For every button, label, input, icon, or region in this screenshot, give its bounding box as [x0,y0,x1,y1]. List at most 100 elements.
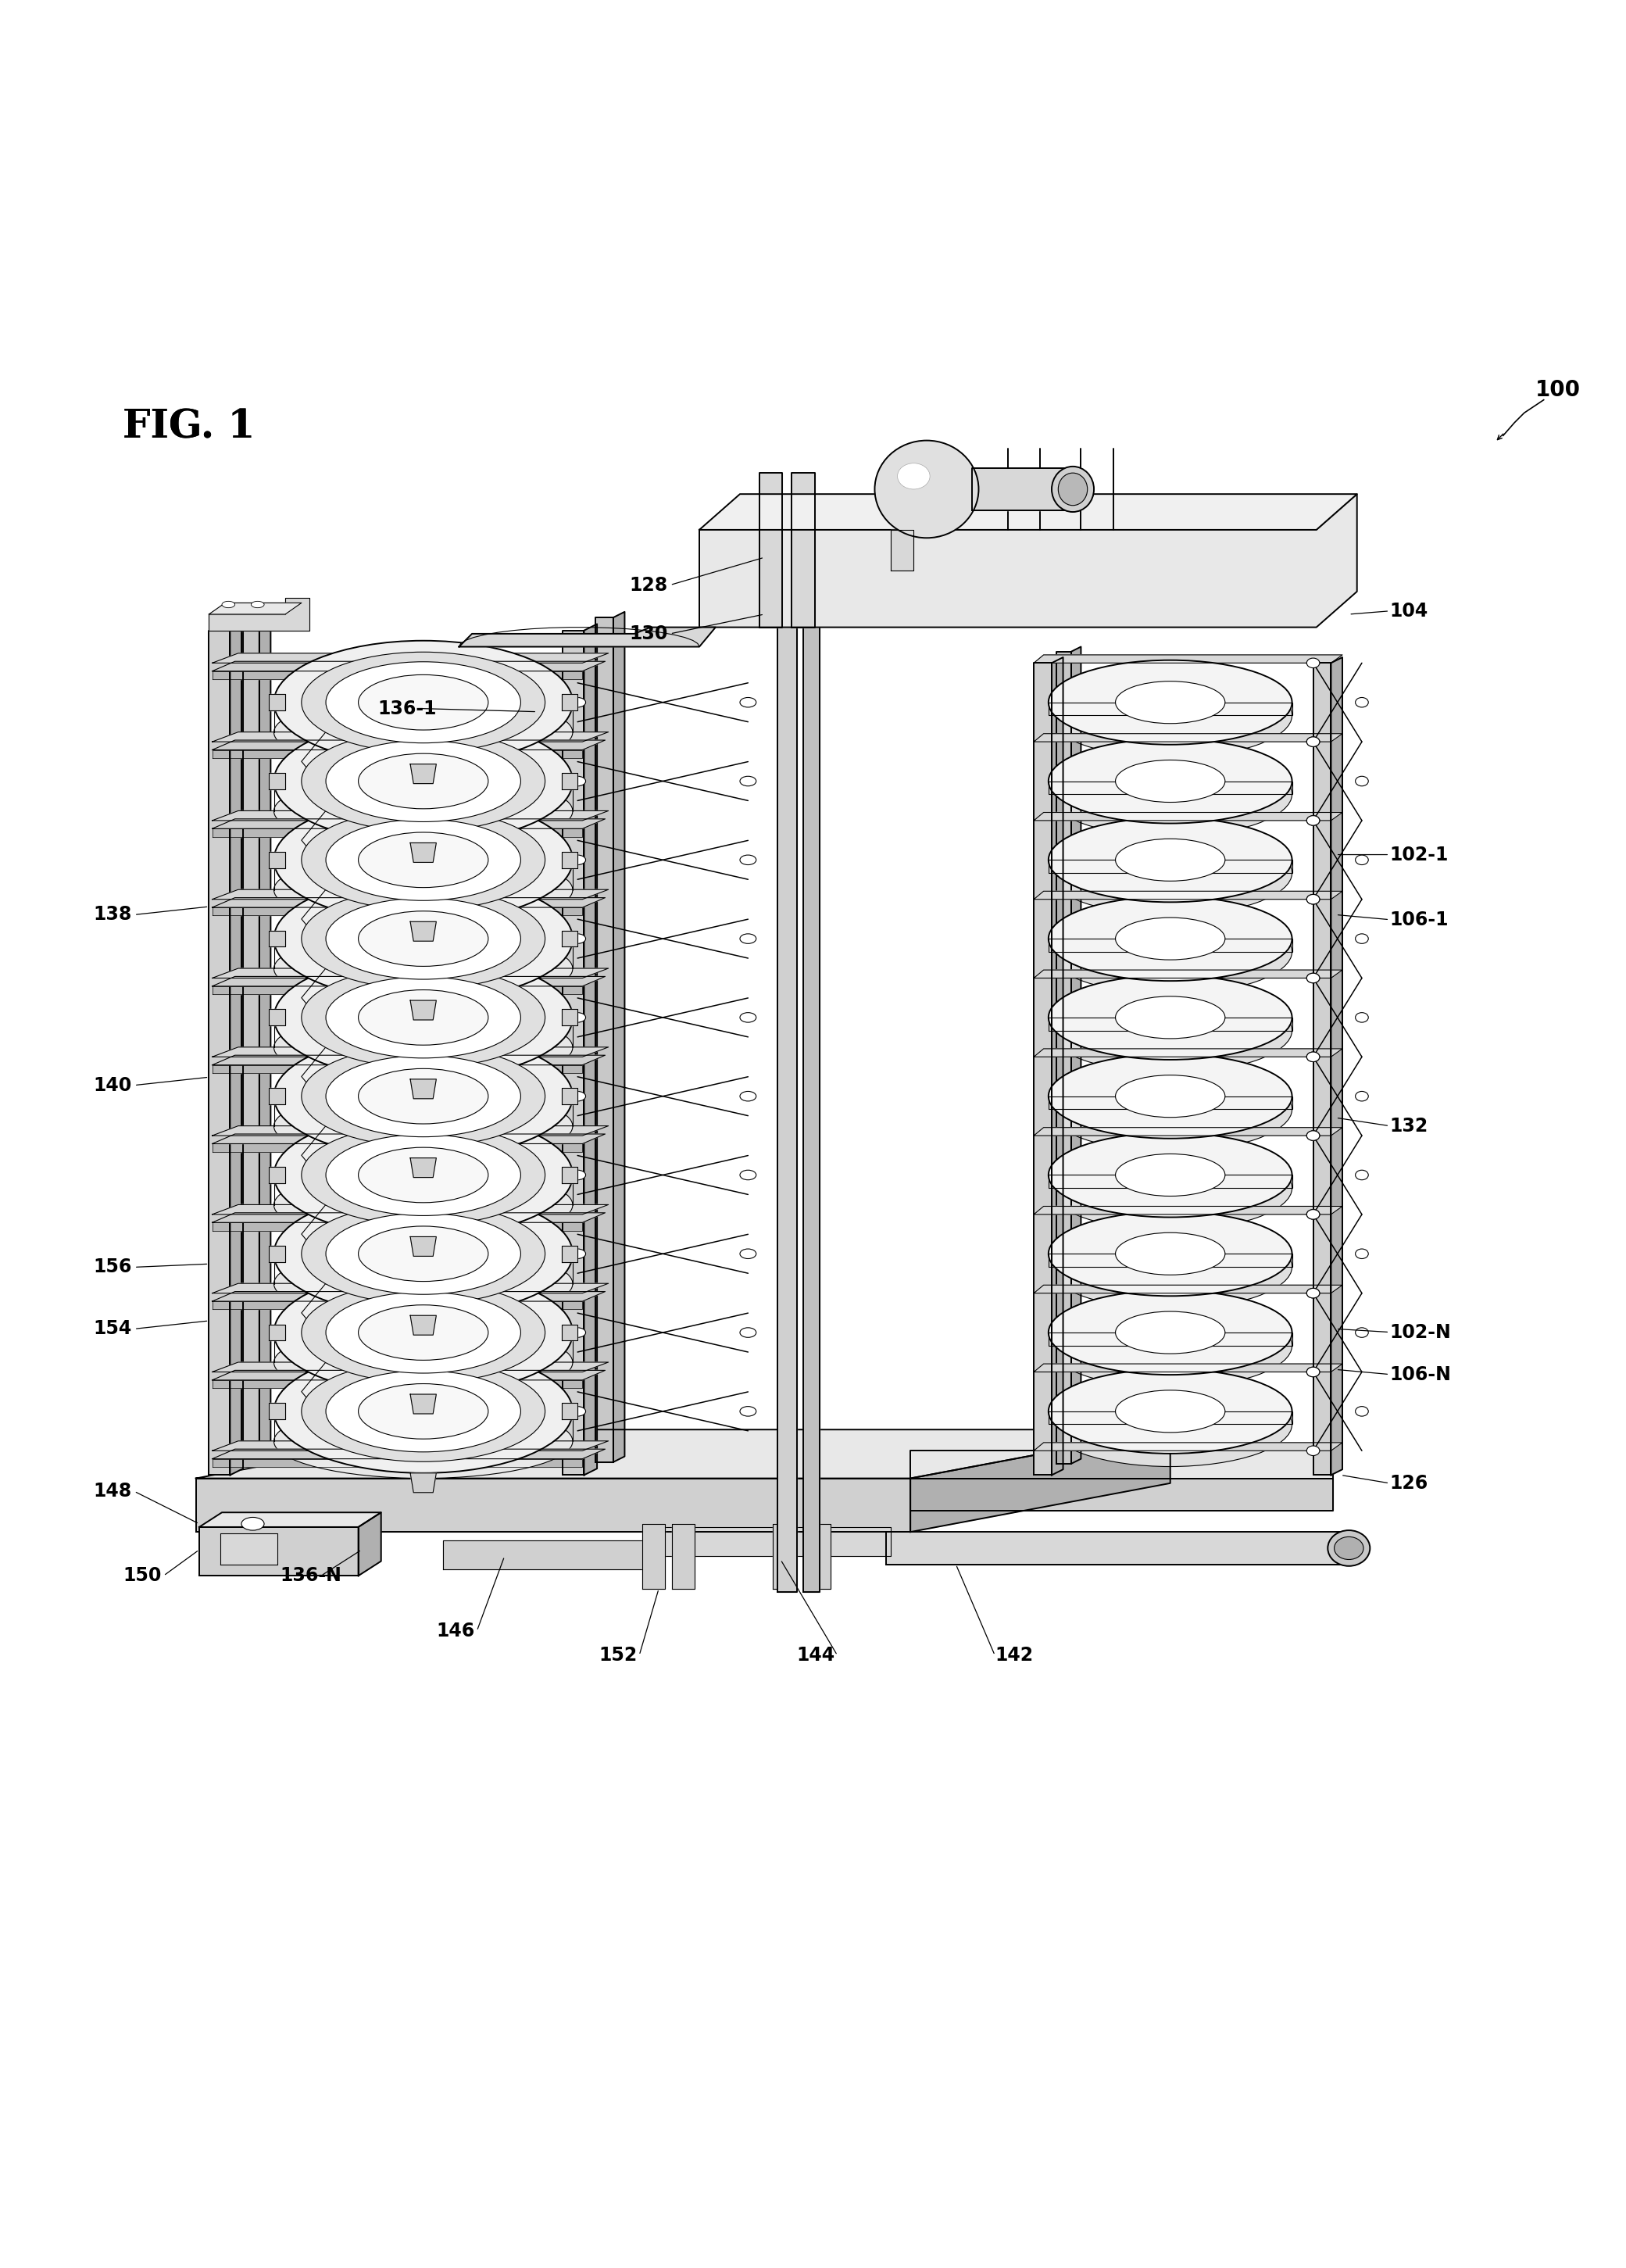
Polygon shape [1034,1048,1343,1057]
Polygon shape [208,631,229,1474]
Polygon shape [410,764,436,782]
Ellipse shape [325,898,520,980]
Polygon shape [613,612,624,1463]
Text: 154: 154 [94,1320,132,1338]
Polygon shape [672,1524,694,1590]
Ellipse shape [325,1293,520,1372]
Ellipse shape [325,1055,520,1136]
Polygon shape [792,474,815,628]
Polygon shape [211,662,605,671]
Polygon shape [891,531,914,572]
Ellipse shape [301,1046,545,1148]
Ellipse shape [1115,1311,1224,1354]
Polygon shape [595,617,613,1463]
Text: 100: 100 [1535,379,1580,401]
Ellipse shape [569,1327,585,1338]
Polygon shape [650,1526,891,1556]
Text: FIG. 1: FIG. 1 [124,408,255,447]
Text: 130: 130 [629,624,668,644]
Polygon shape [268,1325,285,1340]
Polygon shape [211,739,605,751]
Text: 128: 128 [629,576,668,594]
Polygon shape [1049,1175,1293,1188]
Ellipse shape [1115,760,1224,803]
Polygon shape [1049,1018,1293,1030]
Polygon shape [211,671,582,678]
Ellipse shape [1052,467,1094,513]
Polygon shape [972,467,1073,510]
Polygon shape [1052,658,1063,1474]
Ellipse shape [1049,1055,1293,1139]
Ellipse shape [1049,660,1293,744]
Polygon shape [211,810,608,821]
Text: 148: 148 [94,1481,132,1501]
Ellipse shape [1356,699,1369,708]
Polygon shape [211,898,605,907]
Ellipse shape [1307,1288,1320,1297]
Polygon shape [211,751,582,758]
Polygon shape [1034,971,1343,978]
Polygon shape [759,474,782,628]
Ellipse shape [358,1304,488,1361]
Ellipse shape [1307,816,1320,826]
Ellipse shape [325,742,520,821]
Text: 104: 104 [1390,601,1428,621]
Ellipse shape [1356,934,1369,943]
Ellipse shape [1328,1531,1371,1565]
Polygon shape [211,1290,605,1302]
Polygon shape [1034,1286,1343,1293]
Polygon shape [561,1168,577,1184]
Polygon shape [268,930,285,946]
Polygon shape [211,978,605,987]
Polygon shape [563,631,584,1474]
Ellipse shape [273,1193,572,1315]
Polygon shape [459,628,715,646]
Ellipse shape [1307,1132,1320,1141]
Polygon shape [410,1315,436,1336]
Text: 138: 138 [94,905,132,923]
Polygon shape [268,1168,285,1184]
Text: 136-1: 136-1 [377,699,437,719]
Polygon shape [1034,1127,1343,1136]
Polygon shape [777,524,797,1592]
Polygon shape [1049,703,1293,714]
Ellipse shape [273,1114,572,1236]
Ellipse shape [1307,1132,1320,1141]
Polygon shape [211,1222,582,1232]
Text: 144: 144 [797,1647,836,1665]
Polygon shape [561,1089,577,1105]
Ellipse shape [1307,1052,1320,1061]
Ellipse shape [325,819,520,900]
Ellipse shape [273,1270,572,1395]
Ellipse shape [740,699,756,708]
Text: 106-N: 106-N [1390,1365,1450,1383]
Polygon shape [268,773,285,789]
Ellipse shape [1049,1211,1293,1295]
Ellipse shape [301,730,545,832]
Polygon shape [241,617,259,1463]
Polygon shape [1314,662,1332,1474]
Ellipse shape [1356,1406,1369,1415]
Ellipse shape [1049,830,1293,916]
Ellipse shape [273,719,572,844]
Ellipse shape [1049,1132,1293,1218]
Ellipse shape [1307,1209,1320,1220]
Polygon shape [211,1284,608,1293]
Ellipse shape [1307,1368,1320,1377]
Ellipse shape [1115,1075,1224,1118]
Polygon shape [1049,1254,1293,1268]
Ellipse shape [273,1247,572,1320]
Ellipse shape [1049,1381,1293,1467]
Polygon shape [211,1440,608,1452]
Polygon shape [808,1524,831,1590]
Ellipse shape [1307,1288,1320,1297]
Ellipse shape [273,640,572,764]
Polygon shape [1057,651,1072,1463]
Ellipse shape [1049,1145,1293,1229]
Ellipse shape [1335,1538,1364,1560]
Polygon shape [1049,1095,1293,1109]
Polygon shape [208,603,301,615]
Polygon shape [561,773,577,789]
Ellipse shape [358,1068,488,1125]
Polygon shape [699,494,1358,628]
